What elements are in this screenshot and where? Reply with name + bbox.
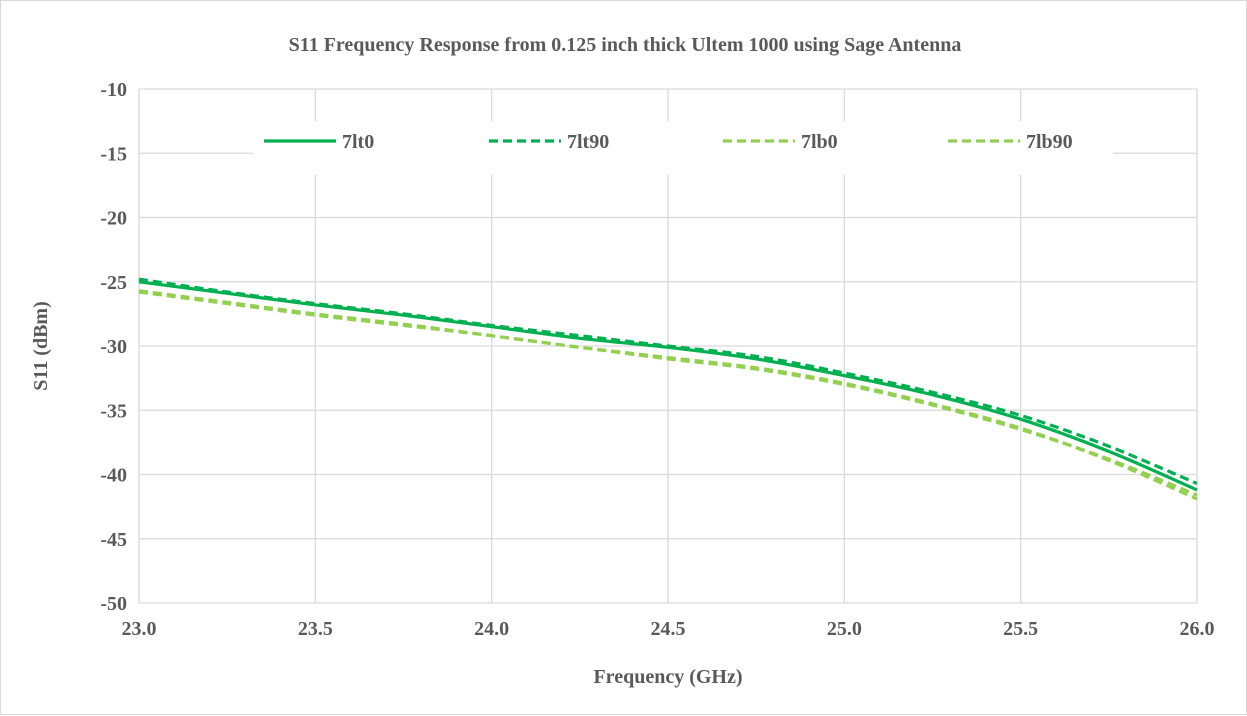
- y-tick-label: -15: [100, 143, 127, 165]
- legend-label-7lb0: 7lb0: [801, 131, 838, 153]
- y-tick-labels: -10 -15 -20 -25 -30 -35 -40 -45 -50: [100, 79, 127, 615]
- y-tick-label: -35: [100, 400, 127, 422]
- x-tick-label: 25.0: [827, 618, 862, 640]
- legend-label-7lb90: 7lb90: [1026, 131, 1073, 153]
- chart-title: S11 Frequency Response from 0.125 inch t…: [289, 34, 962, 56]
- x-tick-label: 24.5: [651, 618, 686, 640]
- y-tick-label: -10: [100, 79, 127, 101]
- y-tick-label: -25: [100, 272, 127, 294]
- x-axis-label: Frequency (GHz): [593, 666, 742, 688]
- x-tick-label: 23.0: [122, 618, 157, 640]
- x-tick-labels: 23.0 23.5 24.0 24.5 25.0 25.5 26.0: [122, 618, 1215, 640]
- legend-label-7lt90: 7lt90: [567, 131, 609, 153]
- legend: 7lt0 7lt90 7lb0 7lb90: [253, 121, 1113, 175]
- y-tick-label: -50: [100, 593, 127, 615]
- x-tick-label: 25.5: [1003, 618, 1038, 640]
- x-tick-label: 24.0: [474, 618, 509, 640]
- x-tick-label: 26.0: [1180, 618, 1215, 640]
- series-line-7lb0: [138, 290, 1198, 497]
- x-tick-label: 23.5: [298, 618, 333, 640]
- series-line-7lt0: [138, 280, 1198, 492]
- y-axis-label: S11 (dBm): [30, 301, 52, 390]
- y-tick-label: -45: [100, 529, 127, 551]
- legend-label-7lt0: 7lt0: [342, 131, 374, 153]
- legend-background: [253, 121, 1113, 175]
- y-tick-label: -20: [100, 208, 127, 230]
- series-lines: [138, 277, 1198, 501]
- y-tick-label: -30: [100, 336, 127, 358]
- y-tick-label: -40: [100, 465, 127, 487]
